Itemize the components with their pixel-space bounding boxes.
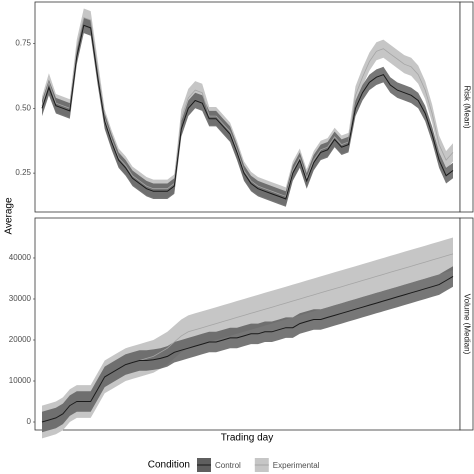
y-tick-label: 0.50 bbox=[15, 103, 31, 112]
series-line bbox=[41, 24, 454, 200]
strip-label: Risk (Mean) bbox=[462, 85, 471, 128]
ribbon bbox=[42, 237, 453, 439]
strip-label: Volume (Median) bbox=[462, 294, 471, 355]
y-tick-label: 20000 bbox=[9, 335, 32, 344]
y-tick-label: 0.75 bbox=[15, 39, 31, 48]
series-line bbox=[41, 17, 454, 197]
y-tick-label: 0.25 bbox=[15, 168, 31, 177]
series-line bbox=[41, 275, 454, 423]
legend-label: Control bbox=[215, 461, 241, 470]
y-axis-title: Average bbox=[4, 197, 15, 235]
y-tick-label: 30000 bbox=[9, 294, 32, 303]
strip-box bbox=[459, 1, 474, 213]
ribbon bbox=[42, 266, 453, 433]
x-axis-title: Trading day bbox=[221, 433, 273, 444]
y-tick-label: 40000 bbox=[9, 253, 32, 262]
legend-label: Experimental bbox=[273, 461, 320, 470]
strip-box bbox=[459, 217, 474, 431]
legend-title: Condition bbox=[148, 460, 190, 471]
y-tick-label: 10000 bbox=[9, 376, 32, 385]
y-tick-label: 0 bbox=[27, 417, 32, 426]
